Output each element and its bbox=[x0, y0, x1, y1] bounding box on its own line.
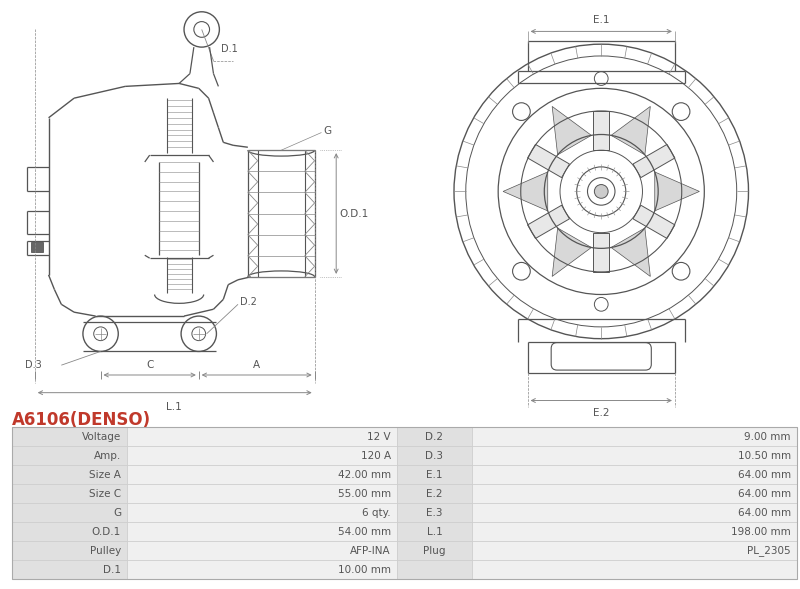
Bar bbox=[127, 560, 397, 579]
Polygon shape bbox=[594, 111, 609, 150]
Text: PL_2305: PL_2305 bbox=[747, 545, 791, 556]
Bar bbox=[127, 503, 397, 522]
Polygon shape bbox=[528, 205, 570, 239]
Text: 198.00 mm: 198.00 mm bbox=[731, 527, 791, 537]
Text: E.2: E.2 bbox=[593, 408, 610, 418]
Bar bbox=[397, 428, 472, 446]
Text: D.1: D.1 bbox=[222, 44, 238, 54]
Text: 54.00 mm: 54.00 mm bbox=[338, 527, 391, 537]
Bar bbox=[472, 465, 797, 484]
Bar bbox=[397, 522, 472, 541]
Text: E.2: E.2 bbox=[426, 489, 442, 499]
Polygon shape bbox=[528, 144, 570, 178]
Text: A6106(DENSO): A6106(DENSO) bbox=[12, 411, 151, 429]
Bar bbox=[12, 484, 127, 503]
Polygon shape bbox=[611, 107, 650, 155]
Text: Pulley: Pulley bbox=[90, 545, 121, 555]
Bar bbox=[472, 446, 797, 465]
Bar bbox=[12, 465, 127, 484]
Text: 64.00 mm: 64.00 mm bbox=[738, 489, 791, 499]
Text: O.D.1: O.D.1 bbox=[339, 209, 368, 219]
Bar bbox=[472, 541, 797, 560]
Text: D.2: D.2 bbox=[426, 432, 443, 442]
Text: A: A bbox=[253, 360, 260, 370]
Bar bbox=[472, 484, 797, 503]
Text: 10.00 mm: 10.00 mm bbox=[338, 564, 391, 574]
Text: Amp.: Amp. bbox=[94, 451, 121, 461]
Text: E.3: E.3 bbox=[426, 508, 442, 518]
Text: Size C: Size C bbox=[89, 489, 121, 499]
Bar bbox=[397, 560, 472, 579]
Text: 10.50 mm: 10.50 mm bbox=[738, 451, 791, 461]
Text: 42.00 mm: 42.00 mm bbox=[338, 470, 391, 480]
Text: D.3: D.3 bbox=[426, 451, 443, 461]
Bar bbox=[12, 522, 127, 541]
Bar bbox=[127, 446, 397, 465]
Text: Voltage: Voltage bbox=[82, 432, 121, 442]
Bar bbox=[127, 428, 397, 446]
Bar bbox=[31, 243, 42, 252]
Text: 120 A: 120 A bbox=[361, 451, 391, 461]
Bar bbox=[12, 428, 127, 446]
Polygon shape bbox=[594, 233, 609, 272]
Bar bbox=[472, 428, 797, 446]
Text: E.1: E.1 bbox=[593, 15, 610, 25]
Text: C: C bbox=[146, 360, 154, 370]
Bar bbox=[12, 446, 127, 465]
Polygon shape bbox=[633, 205, 675, 239]
Polygon shape bbox=[503, 172, 548, 211]
Text: D.3: D.3 bbox=[25, 360, 42, 370]
Polygon shape bbox=[552, 228, 591, 276]
Text: O.D.1: O.D.1 bbox=[92, 527, 121, 537]
Text: 64.00 mm: 64.00 mm bbox=[738, 508, 791, 518]
Bar bbox=[127, 522, 397, 541]
Text: 6 qty.: 6 qty. bbox=[362, 508, 391, 518]
Text: Size A: Size A bbox=[89, 470, 121, 480]
Polygon shape bbox=[654, 172, 699, 211]
Polygon shape bbox=[552, 107, 591, 155]
Bar bbox=[397, 503, 472, 522]
Bar bbox=[12, 428, 797, 579]
Text: L.1: L.1 bbox=[166, 402, 182, 412]
Text: 9.00 mm: 9.00 mm bbox=[745, 432, 791, 442]
Bar bbox=[397, 446, 472, 465]
Bar bbox=[127, 541, 397, 560]
Text: G: G bbox=[113, 508, 121, 518]
Bar bbox=[472, 503, 797, 522]
Polygon shape bbox=[611, 228, 650, 276]
Bar bbox=[12, 503, 127, 522]
Text: G: G bbox=[323, 125, 331, 135]
Bar bbox=[127, 465, 397, 484]
Text: Plug: Plug bbox=[423, 545, 446, 555]
Text: 55.00 mm: 55.00 mm bbox=[338, 489, 391, 499]
Bar bbox=[12, 560, 127, 579]
Text: L.1: L.1 bbox=[426, 527, 442, 537]
Bar bbox=[397, 465, 472, 484]
Bar bbox=[397, 541, 472, 560]
Bar bbox=[12, 541, 127, 560]
Bar bbox=[397, 484, 472, 503]
Text: D.1: D.1 bbox=[103, 564, 121, 574]
Polygon shape bbox=[633, 144, 675, 178]
Text: E.1: E.1 bbox=[426, 470, 442, 480]
Bar bbox=[472, 522, 797, 541]
Text: 12 V: 12 V bbox=[367, 432, 391, 442]
Bar bbox=[127, 484, 397, 503]
Text: AFP-INA: AFP-INA bbox=[350, 545, 391, 555]
Text: D.2: D.2 bbox=[240, 297, 257, 307]
Text: 64.00 mm: 64.00 mm bbox=[738, 470, 791, 480]
Circle shape bbox=[594, 184, 608, 198]
Bar bbox=[472, 560, 797, 579]
